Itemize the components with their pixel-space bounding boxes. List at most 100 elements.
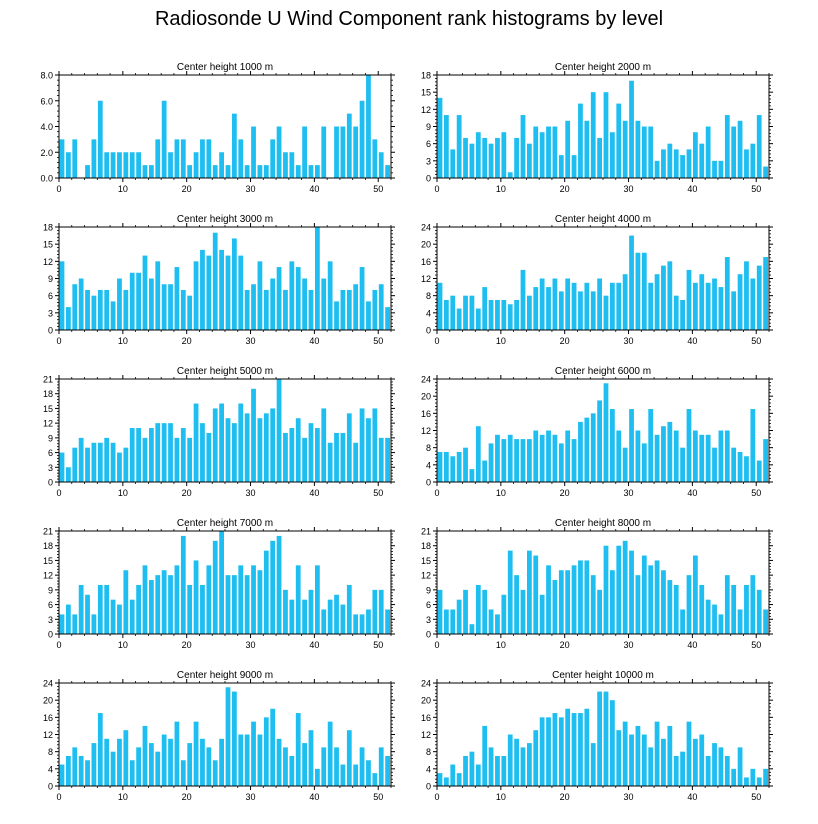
histogram-bar	[263, 413, 269, 482]
histogram-bar	[616, 103, 622, 178]
histogram-bar	[340, 289, 346, 330]
histogram-bar	[378, 152, 384, 178]
histogram-bar	[97, 584, 103, 634]
histogram-bar	[295, 565, 301, 634]
histogram-bar	[456, 115, 462, 178]
histogram-bar	[117, 278, 122, 330]
histogram-bar	[629, 80, 634, 178]
x-tick-label: 40	[309, 640, 319, 650]
histogram-bar	[712, 743, 717, 786]
histogram-bar	[744, 261, 749, 330]
histogram-bar	[495, 755, 500, 786]
histogram-bar	[385, 307, 390, 330]
histogram-bar	[590, 575, 596, 634]
histogram-bar	[59, 452, 65, 482]
histogram-bar	[231, 238, 237, 330]
histogram-bar	[251, 565, 256, 634]
histogram-bar	[212, 540, 218, 634]
histogram-bar	[648, 747, 654, 786]
x-tick-label: 0	[56, 640, 61, 650]
histogram-bar	[346, 113, 352, 178]
histogram-bar	[263, 165, 269, 178]
histogram-bar	[366, 418, 371, 482]
histogram-bar	[59, 261, 65, 330]
histogram-bar	[289, 261, 295, 330]
histogram-bar	[212, 232, 218, 330]
histogram-bar	[539, 594, 545, 634]
histogram-bar	[744, 777, 749, 786]
histogram-bar	[539, 132, 545, 178]
histogram-bar	[680, 155, 685, 178]
histogram-bar	[501, 594, 507, 634]
histogram-panel: Center height 4000 m 0 4 8 12 16 20 24 0 10 20 30 40…	[421, 214, 773, 346]
histogram-bar	[744, 584, 749, 634]
histogram-bar	[136, 152, 141, 178]
histogram-bar	[378, 589, 384, 634]
histogram-bar	[705, 434, 711, 482]
histogram-bar	[225, 575, 231, 634]
y-tick-label: 18	[421, 71, 431, 81]
y-tick-label: 3	[426, 156, 431, 166]
histogram-bar	[546, 430, 551, 482]
histogram-bar	[314, 428, 320, 482]
y-tick-label: 24	[43, 679, 53, 689]
histogram-bar	[686, 149, 692, 178]
histogram-bar	[635, 575, 641, 634]
x-tick-label: 20	[182, 640, 192, 650]
histogram-bar	[283, 432, 288, 482]
histogram-bar	[737, 120, 743, 178]
histogram-bar	[578, 421, 583, 482]
panel-title: Center height 5000 m	[177, 366, 273, 377]
y-tick-label: 4.0	[40, 122, 53, 132]
histogram-bar	[673, 149, 679, 178]
histogram-bar	[603, 691, 609, 786]
y-tick-label: 20	[421, 240, 431, 250]
histogram-bar	[629, 734, 634, 786]
panel-title: Center height 9000 m	[177, 670, 273, 681]
histogram-bar	[539, 717, 545, 786]
histogram-bar	[699, 584, 705, 634]
x-tick-label: 0	[56, 336, 61, 346]
x-tick-label: 0	[434, 792, 439, 802]
histogram-bar	[705, 126, 711, 178]
histogram-bar	[142, 725, 148, 786]
histogram-bar	[737, 747, 743, 786]
histogram-bar	[308, 589, 314, 634]
histogram-bar	[251, 721, 256, 786]
histogram-bar	[437, 282, 443, 330]
histogram-bar	[385, 165, 390, 178]
histogram-bar	[346, 584, 352, 634]
histogram-bar	[104, 437, 110, 482]
histogram-bar	[597, 278, 602, 330]
histogram-bar	[187, 584, 193, 634]
histogram-bar	[641, 443, 647, 482]
histogram-bar	[724, 257, 730, 330]
histogram-bar	[123, 570, 129, 634]
x-tick-label: 20	[182, 488, 192, 498]
x-tick-label: 30	[624, 336, 634, 346]
histogram-bar	[514, 738, 519, 786]
histogram-bar	[72, 139, 78, 178]
histogram-bar	[289, 599, 295, 634]
y-tick-label: 3	[426, 615, 431, 625]
histogram-bar	[661, 570, 666, 634]
y-tick-label: 3	[48, 615, 53, 625]
histogram-bar	[699, 734, 705, 786]
histogram-bar	[238, 403, 244, 482]
histogram-bar	[718, 160, 724, 178]
y-tick-label: 3	[48, 463, 53, 473]
histogram-bar	[206, 432, 212, 482]
histogram-bar	[200, 249, 205, 330]
y-tick-label: 12	[43, 730, 53, 740]
histogram-bar	[219, 249, 224, 330]
y-tick-label: 0	[426, 478, 431, 488]
histogram-bar	[72, 614, 78, 634]
histogram-bar	[219, 403, 224, 482]
histogram-bar	[526, 295, 532, 330]
histogram-bar	[744, 149, 749, 178]
panel-title: Center height 8000 m	[555, 518, 651, 529]
histogram-bar	[724, 755, 730, 786]
x-tick-label: 0	[56, 488, 61, 498]
histogram-bar	[488, 609, 494, 634]
histogram-bar	[257, 261, 263, 330]
